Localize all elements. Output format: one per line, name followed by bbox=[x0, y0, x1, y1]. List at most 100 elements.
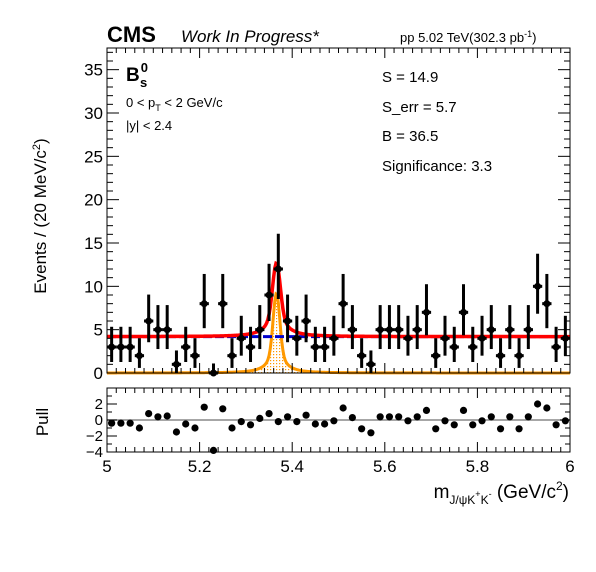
data-point-marker bbox=[376, 326, 384, 334]
pull-point bbox=[339, 404, 347, 412]
data-point-marker bbox=[256, 326, 264, 334]
data-point bbox=[134, 338, 145, 368]
main-y-tick-label: 30 bbox=[84, 104, 103, 123]
fit-significance-label: Significance: 3.3 bbox=[382, 158, 492, 175]
pull-points bbox=[108, 400, 569, 454]
data-point-marker bbox=[284, 317, 292, 325]
data-point bbox=[495, 338, 506, 368]
x-axis-title-sub: J/ψK bbox=[449, 493, 475, 507]
x-tick-label: 5.2 bbox=[188, 457, 212, 476]
data-point-marker bbox=[469, 343, 477, 351]
data-point bbox=[190, 338, 200, 368]
pull-point bbox=[209, 446, 218, 454]
data-point bbox=[171, 350, 182, 373]
pull-point bbox=[172, 428, 181, 436]
fit-s-label: S = 14.9 bbox=[382, 69, 438, 86]
data-point bbox=[449, 326, 459, 363]
pull-point bbox=[385, 413, 394, 421]
data-point-marker bbox=[163, 326, 171, 334]
data-point bbox=[384, 305, 395, 350]
data-point-marker bbox=[422, 308, 430, 316]
data-point bbox=[310, 326, 320, 363]
data-point-marker bbox=[450, 343, 458, 351]
pull-y-tick-label: −4 bbox=[86, 444, 103, 461]
data-point-marker bbox=[293, 334, 301, 342]
experiment-label: CMS bbox=[107, 22, 156, 47]
x-tick-label: 6 bbox=[565, 457, 574, 476]
data-point bbox=[264, 263, 274, 321]
energy-lumi-sup: -1 bbox=[524, 29, 532, 39]
pull-point bbox=[533, 400, 542, 408]
pull-point bbox=[432, 425, 440, 433]
data-point-marker bbox=[321, 343, 329, 351]
data-point-marker bbox=[358, 352, 366, 360]
x-axis-title-unit-sup: 2 bbox=[556, 479, 563, 493]
data-point-marker bbox=[126, 343, 134, 351]
x-axis-title-sup1: + bbox=[475, 489, 480, 499]
data-point-marker bbox=[404, 334, 412, 342]
data-point bbox=[236, 315, 246, 356]
data-point-marker bbox=[367, 360, 375, 368]
x-axis-title-unit: (GeV/c bbox=[492, 482, 556, 503]
pt-cut-sub: T bbox=[155, 103, 161, 113]
data-point bbox=[282, 294, 293, 343]
pt-cut-pre: 0 < p bbox=[126, 95, 155, 110]
pull-y-tick-label: 2 bbox=[95, 396, 103, 413]
data-point bbox=[477, 315, 487, 356]
pull-point bbox=[469, 421, 477, 429]
pull-point bbox=[561, 417, 569, 425]
data-point-marker bbox=[265, 291, 273, 299]
x-axis-title-m: m bbox=[434, 482, 450, 503]
pull-point bbox=[293, 418, 301, 426]
data-point bbox=[542, 273, 552, 329]
data-point-marker bbox=[413, 326, 421, 334]
pull-point bbox=[246, 421, 255, 429]
pull-point bbox=[117, 419, 125, 427]
pull-point bbox=[200, 403, 208, 411]
pt-cut-label: 0 < pT < 2 GeV/c bbox=[126, 95, 223, 113]
data-point bbox=[486, 305, 496, 350]
pull-axes: −4−202 5 5.2 5.4 5.6 5.8 6 bbox=[86, 388, 575, 476]
main-axes: 0 5 10 15 20 25 30 35 bbox=[84, 48, 571, 383]
data-point-marker bbox=[543, 300, 551, 308]
data-point bbox=[338, 273, 348, 329]
data-point bbox=[218, 273, 228, 329]
pull-point bbox=[163, 412, 171, 420]
data-point-marker bbox=[237, 334, 245, 342]
data-point-marker bbox=[274, 265, 282, 273]
data-point-marker bbox=[460, 308, 468, 316]
pull-point bbox=[191, 424, 199, 432]
data-point bbox=[144, 294, 154, 343]
x-tick-label: 5 bbox=[102, 457, 111, 476]
data-point bbox=[431, 338, 441, 368]
main-y-tick-label: 25 bbox=[84, 147, 103, 166]
pull-point bbox=[274, 418, 282, 426]
data-point bbox=[162, 305, 172, 350]
data-point-marker bbox=[330, 334, 338, 342]
data-point bbox=[394, 305, 404, 350]
data-point bbox=[319, 326, 330, 363]
main-y-tick-label: 15 bbox=[84, 234, 103, 253]
pull-point bbox=[524, 413, 532, 421]
x-axis-title-sup2: - bbox=[489, 489, 492, 499]
pull-point bbox=[126, 419, 134, 427]
data-point bbox=[107, 326, 117, 363]
fit-serr-label: S_err = 5.7 bbox=[382, 99, 457, 116]
fit-b-label: B = 36.5 bbox=[382, 128, 438, 145]
data-point bbox=[403, 315, 413, 356]
data-point-marker bbox=[135, 352, 143, 360]
data-point-marker bbox=[145, 317, 153, 325]
x-tick-label: 5.4 bbox=[280, 457, 304, 476]
pull-point bbox=[367, 429, 375, 437]
data-point-marker bbox=[534, 282, 542, 290]
pull-point bbox=[487, 413, 495, 421]
pull-point bbox=[237, 418, 245, 426]
data-point bbox=[153, 305, 163, 350]
pull-point bbox=[228, 424, 236, 432]
particle-sup: 0 bbox=[141, 60, 148, 75]
data-point-marker bbox=[191, 352, 199, 360]
data-point bbox=[532, 253, 543, 314]
pt-cut-post: < 2 GeV/c bbox=[161, 95, 223, 110]
data-point bbox=[357, 338, 367, 368]
